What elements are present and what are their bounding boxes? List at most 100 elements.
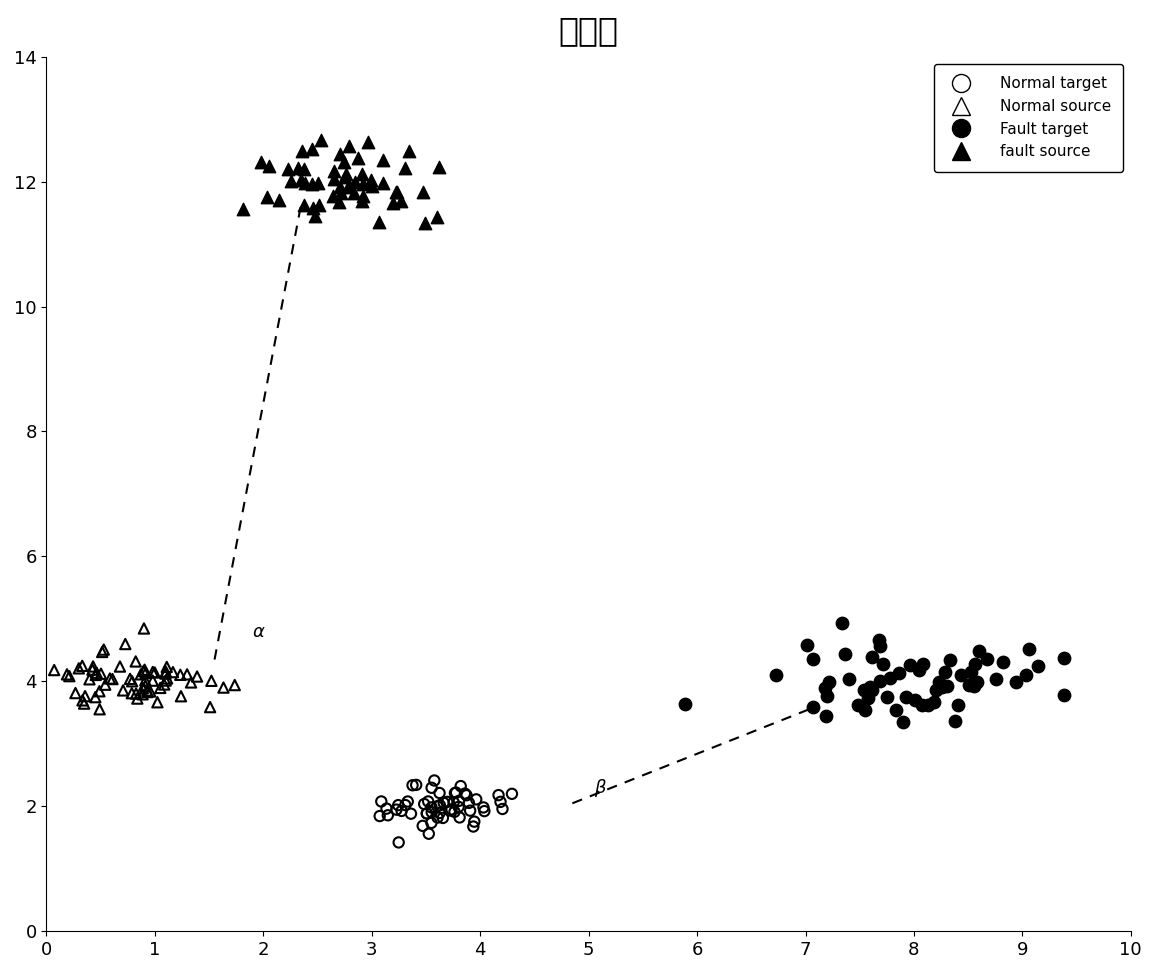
Point — [303, 176, 321, 192]
Point — [303, 141, 321, 157]
Point — [861, 680, 880, 696]
Point — [946, 713, 964, 729]
Point — [430, 806, 449, 821]
Point — [877, 690, 896, 705]
Point — [96, 677, 114, 693]
Point — [890, 665, 909, 680]
Point — [887, 702, 905, 717]
Point — [136, 678, 155, 694]
Point — [503, 786, 521, 802]
Point — [438, 794, 457, 810]
Point — [926, 682, 944, 698]
Point — [428, 209, 446, 225]
Point — [134, 680, 153, 696]
Point — [201, 700, 220, 715]
Point — [417, 806, 436, 821]
Point — [400, 143, 418, 159]
Point — [901, 657, 919, 672]
Point — [1029, 659, 1047, 674]
Point — [151, 680, 170, 696]
Point — [422, 805, 440, 820]
Point — [460, 795, 479, 811]
Point — [874, 656, 892, 671]
Point — [116, 636, 134, 652]
Point — [676, 697, 695, 712]
Point — [434, 811, 452, 826]
Point — [428, 799, 446, 814]
Point — [172, 689, 191, 704]
Point — [279, 162, 297, 177]
Point — [178, 667, 197, 682]
Point — [258, 190, 276, 205]
Point — [387, 802, 406, 817]
Point — [88, 665, 106, 680]
Point — [309, 175, 327, 191]
Point — [839, 671, 858, 687]
Point — [1055, 687, 1074, 703]
Point — [397, 797, 415, 812]
Point — [881, 670, 899, 686]
Point — [76, 688, 95, 703]
Point — [101, 670, 119, 686]
Point — [127, 686, 146, 702]
Point — [90, 683, 109, 699]
Point — [156, 664, 175, 679]
Point — [951, 667, 970, 682]
Point — [325, 163, 343, 179]
Point — [372, 794, 391, 810]
Point — [443, 802, 461, 817]
Point — [440, 803, 459, 818]
Point — [334, 155, 353, 170]
Point — [798, 637, 816, 653]
Point — [435, 795, 453, 811]
Point — [139, 684, 157, 700]
Point — [905, 693, 924, 708]
Point — [388, 184, 407, 199]
Point — [803, 651, 822, 667]
Point — [970, 643, 988, 659]
Point — [464, 818, 482, 834]
Point — [370, 809, 388, 824]
Point — [445, 804, 464, 819]
Point — [95, 642, 113, 658]
Point — [121, 671, 140, 687]
Point — [158, 670, 177, 686]
Point — [854, 682, 873, 698]
Point — [390, 835, 408, 850]
Point — [126, 654, 144, 669]
Point — [872, 637, 890, 653]
Point — [373, 175, 392, 191]
Point — [450, 793, 468, 809]
Point — [362, 172, 380, 188]
Point — [346, 185, 364, 200]
Point — [938, 678, 956, 694]
Point — [73, 658, 91, 673]
Point — [925, 694, 943, 709]
Point — [214, 680, 232, 696]
Legend: Normal target, Normal source, Fault target, fault source: Normal target, Normal source, Fault targ… — [934, 64, 1124, 171]
Point — [143, 665, 162, 680]
Point — [202, 673, 221, 689]
Point — [134, 664, 153, 679]
Point — [331, 195, 349, 210]
Point — [910, 662, 928, 677]
Point — [354, 176, 372, 192]
Point — [1054, 650, 1073, 666]
Point — [962, 665, 980, 680]
Point — [803, 699, 822, 714]
Point — [430, 785, 449, 801]
Point — [936, 665, 955, 680]
Point — [418, 794, 437, 810]
Point — [444, 795, 462, 811]
Point — [133, 687, 151, 703]
Point — [474, 800, 492, 815]
Point — [312, 132, 331, 148]
Point — [45, 663, 64, 678]
Point — [392, 194, 410, 209]
Point — [128, 691, 147, 706]
Point — [331, 146, 349, 162]
Point — [832, 615, 851, 631]
Point — [135, 621, 154, 636]
Point — [465, 813, 483, 829]
Point — [859, 690, 877, 705]
